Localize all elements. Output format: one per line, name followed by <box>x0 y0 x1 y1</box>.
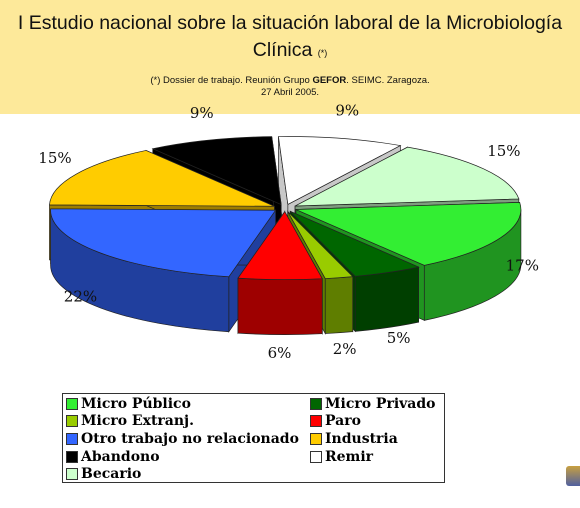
legend-swatch <box>310 450 322 463</box>
value-label: 6% <box>268 344 292 362</box>
legend-label: Industria <box>325 430 398 447</box>
slice-top <box>289 210 420 277</box>
slice-top <box>278 136 402 206</box>
slice <box>237 210 323 336</box>
legend-item: Paro <box>310 413 445 431</box>
slice-top <box>287 211 354 279</box>
legend-label: Micro Público <box>81 395 191 412</box>
chart: 17% 5% 2% 6% 22% 15% 9% 9% 15% <box>38 102 539 363</box>
legend-swatch <box>310 432 322 445</box>
legend-item: Remir <box>310 448 445 466</box>
source-prefix: (*) Dossier de trabajo. Reunión Grupo <box>150 75 310 86</box>
legend-swatch <box>66 397 78 410</box>
value-label: 5% <box>387 329 411 347</box>
slice-top <box>151 136 282 206</box>
legend-label: Micro Privado <box>325 395 436 412</box>
value-label: 22% <box>64 287 97 305</box>
source: (*) Dossier de trabajo. Reunión Grupo GE… <box>0 75 580 99</box>
value-label: 2% <box>333 340 357 358</box>
logo <box>566 466 580 486</box>
slice-top <box>294 146 520 207</box>
legend: Micro Público Micro Privado Micro Extranj.… <box>62 393 445 483</box>
legend-item: Abandono <box>66 448 310 466</box>
title-note: (*) <box>317 48 328 58</box>
header: I Estudio nacional sobre la situación la… <box>0 0 580 114</box>
legend-swatch <box>66 415 78 428</box>
slice-side <box>324 276 354 334</box>
source-group: GEFOR <box>312 75 347 86</box>
legend-swatch <box>66 432 78 445</box>
title-text: I Estudio nacional sobre la situación la… <box>17 12 563 61</box>
value-label: 9% <box>190 104 214 122</box>
legend-item: Becario <box>66 465 310 483</box>
legend-swatch <box>66 468 78 481</box>
legend-label: Abandono <box>81 448 160 465</box>
title: I Estudio nacional sobre la situación la… <box>12 10 568 67</box>
value-label: 17% <box>506 257 539 275</box>
slice-side <box>237 277 323 335</box>
value-label: 15% <box>487 142 520 160</box>
slice-side <box>354 266 419 332</box>
source-suffix: . SEIMC. Zaragoza. <box>346 75 430 86</box>
legend-item: Micro Privado <box>310 395 445 413</box>
legend-label: Paro <box>325 413 361 430</box>
source-date: 27 Abril 2005. <box>260 87 320 98</box>
slice-top <box>49 150 275 207</box>
legend-label: Micro Extranj. <box>81 413 194 430</box>
value-label: 15% <box>38 149 71 167</box>
legend-swatch <box>66 450 78 463</box>
legend-label: Otro trabajo no relacionado <box>81 430 299 447</box>
slice-top <box>50 208 277 278</box>
value-label: 9% <box>335 102 359 120</box>
slice-top <box>295 202 522 266</box>
legend-swatch <box>310 397 322 410</box>
legend-item: Industria <box>310 430 445 448</box>
legend-swatch <box>310 415 322 428</box>
legend-label: Remir <box>325 448 374 465</box>
legend-label: Becario <box>81 466 142 483</box>
slice-top <box>237 210 323 280</box>
legend-item: Micro Público <box>66 395 310 413</box>
legend-item: Micro Extranj. <box>66 413 310 431</box>
legend-item: Otro trabajo no relacionado <box>66 430 310 448</box>
